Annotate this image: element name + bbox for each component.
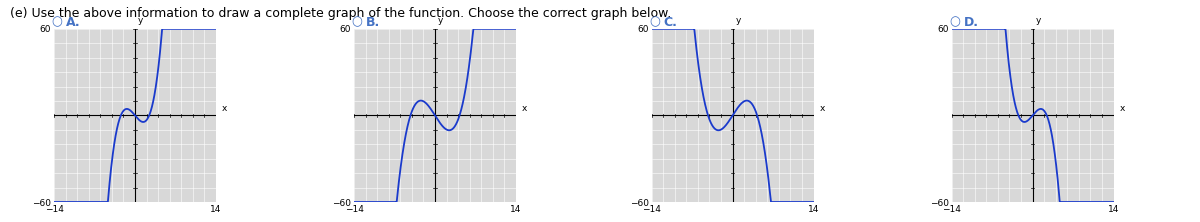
Text: ○: ○ <box>52 16 62 29</box>
Text: B.: B. <box>366 16 380 29</box>
Text: (e) Use the above information to draw a complete graph of the function. Choose t: (e) Use the above information to draw a … <box>10 7 671 20</box>
Text: x: x <box>222 104 227 113</box>
Text: y: y <box>736 16 740 24</box>
Text: ○: ○ <box>352 16 362 29</box>
Text: x: x <box>820 104 824 113</box>
Text: C.: C. <box>664 16 678 29</box>
Text: x: x <box>522 104 527 113</box>
Text: A.: A. <box>66 16 80 29</box>
Text: D.: D. <box>964 16 979 29</box>
Text: y: y <box>438 16 443 24</box>
Text: y: y <box>138 16 143 24</box>
Text: y: y <box>1036 16 1040 24</box>
Text: ○: ○ <box>949 16 960 29</box>
Text: ○: ○ <box>649 16 660 29</box>
Text: x: x <box>1120 104 1124 113</box>
